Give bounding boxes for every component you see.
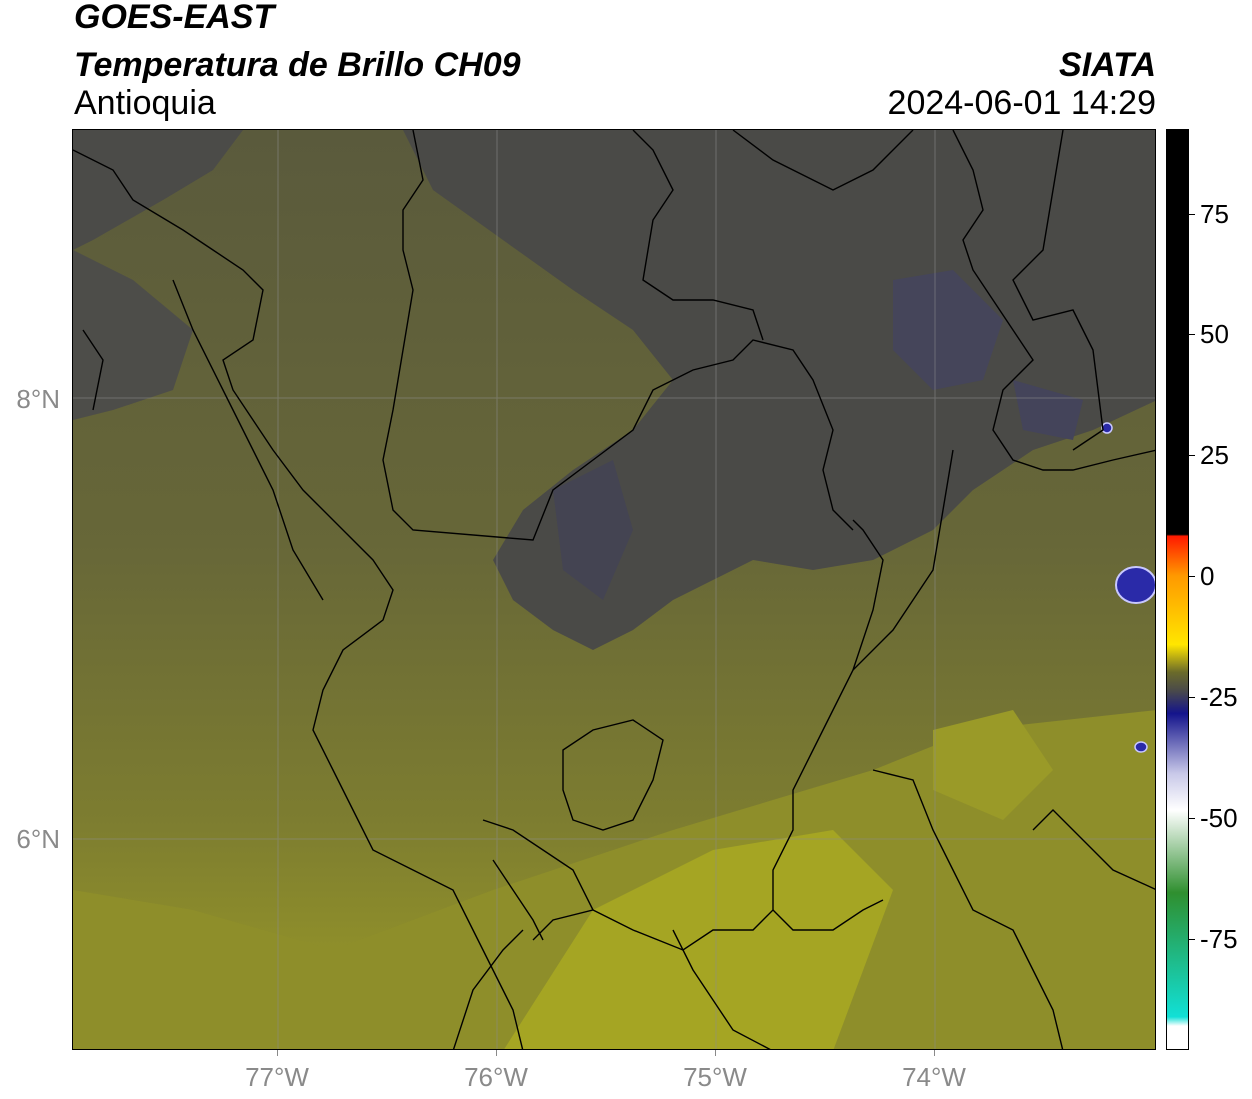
colorbar-label-75: 75 [1200, 199, 1229, 229]
brightness-temperature-map [73, 130, 1155, 1049]
colorbar-tick [1189, 939, 1195, 940]
warm-area-south [73, 710, 1155, 1049]
product-title: Temperatura de Brillo CH09 [74, 46, 521, 84]
lat-label-8n: 8°N [16, 384, 60, 414]
cloud-area-west [73, 250, 193, 420]
cold-streak [553, 460, 633, 600]
colorbar-tick [1189, 818, 1195, 819]
cold-patch-east [1013, 380, 1083, 440]
colorbar-label-minus50: -50 [1200, 803, 1238, 833]
colorbar-label-0: 0 [1200, 561, 1215, 591]
colorbar-tick [1189, 214, 1195, 215]
lat-label-6n: 6°N [16, 824, 60, 854]
colorbar-label-minus25: -25 [1200, 682, 1238, 712]
lon-label-74w: 74°W [902, 1062, 966, 1092]
lon-tick [496, 1050, 497, 1056]
lon-tick [715, 1050, 716, 1056]
lon-tick [934, 1050, 935, 1056]
cloud-area-nw [73, 130, 243, 250]
lon-tick [277, 1050, 278, 1056]
colorbar-label-minus75: -75 [1200, 924, 1238, 954]
colorbar-tick [1189, 334, 1195, 335]
graticule [73, 130, 1155, 1049]
colorbar [1166, 129, 1189, 1050]
warm-patch-east [933, 710, 1053, 820]
convective-cell-1 [1115, 566, 1155, 604]
convective-cell-3 [1101, 422, 1113, 434]
lon-label-75w: 75°W [683, 1062, 747, 1092]
map-panel[interactable] [72, 129, 1156, 1050]
convective-cell-2 [1134, 741, 1148, 753]
colorbar-tick [1189, 576, 1195, 577]
datetime-label: 2024-06-01 14:29 [887, 84, 1156, 122]
lon-label-76w: 76°W [464, 1062, 528, 1092]
boundaries [73, 130, 1155, 1049]
colorbar-tick [1189, 455, 1195, 456]
region-label: Antioquia [74, 84, 216, 122]
colorbar-tick [1189, 697, 1195, 698]
agency-label: SIATA [1059, 46, 1156, 84]
lon-label-77w: 77°W [245, 1062, 309, 1092]
cold-patch [893, 270, 1003, 390]
colorbar-label-25: 25 [1200, 440, 1229, 470]
satellite-title: GOES-EAST [74, 0, 275, 36]
colorbar-label-50: 50 [1200, 319, 1229, 349]
